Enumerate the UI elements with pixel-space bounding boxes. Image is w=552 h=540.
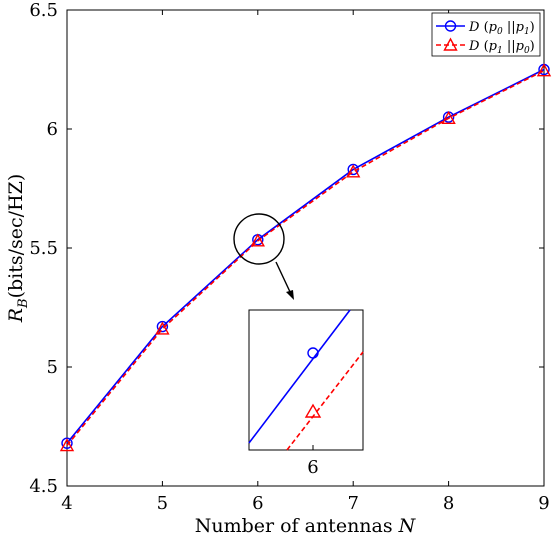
data-point-triangle <box>59 438 75 452</box>
x-tick-label: 9 <box>538 493 549 514</box>
inset-blue-line <box>248 309 351 444</box>
data-point-triangle <box>441 110 456 124</box>
series-line-1 <box>66 68 545 444</box>
y-tick-label: 5 <box>47 357 58 378</box>
axis-ticks <box>66 9 545 487</box>
inset-frame <box>248 309 364 451</box>
inset-red-line <box>286 351 364 451</box>
x-tick-label: 4 <box>61 493 72 514</box>
legend-label-red: D (p1 ||p0) <box>468 39 535 56</box>
series-line-2 <box>66 69 545 447</box>
legend-label-blue: D (p0 ||p1) <box>468 20 535 37</box>
x-axis-label: Number of antennas N <box>195 515 417 537</box>
y-tick-label: 6 <box>47 119 58 140</box>
zoom-arrow <box>275 261 292 295</box>
x-tick-labels: 4 5 6 7 8 9 <box>61 493 549 514</box>
y-tick-label: 6.5 <box>29 0 58 21</box>
series-layer <box>59 63 552 452</box>
data-point-triangle <box>346 164 361 178</box>
y-tick-labels: 4.5 5 5.5 6 6.5 <box>29 0 58 497</box>
y-tick-label: 5.5 <box>29 238 58 259</box>
data-point-triangle <box>155 321 170 335</box>
inset-blue-point <box>307 347 319 359</box>
inset-red-point <box>304 403 322 418</box>
zoom-circle <box>233 213 285 265</box>
x-tick-label: 6 <box>252 493 263 514</box>
y-axis-label: RB(bits/sec/HZ) <box>5 174 31 324</box>
inset-x-tick-label: 6 <box>307 457 318 478</box>
zoom-arrowhead <box>286 290 294 300</box>
legend-marker-triangle <box>443 37 458 51</box>
legend-marker-circle <box>444 20 457 32</box>
data-point-triangle <box>250 233 265 247</box>
legend-box <box>431 12 541 57</box>
data-point-triangle <box>536 63 552 77</box>
legend: D (p0 ||p1) D (p1 ||p0) <box>431 12 541 57</box>
x-tick-label: 7 <box>347 493 358 514</box>
x-tick-label: 5 <box>157 493 168 514</box>
y-tick-label: 4.5 <box>29 476 58 497</box>
x-tick-label: 8 <box>443 493 454 514</box>
